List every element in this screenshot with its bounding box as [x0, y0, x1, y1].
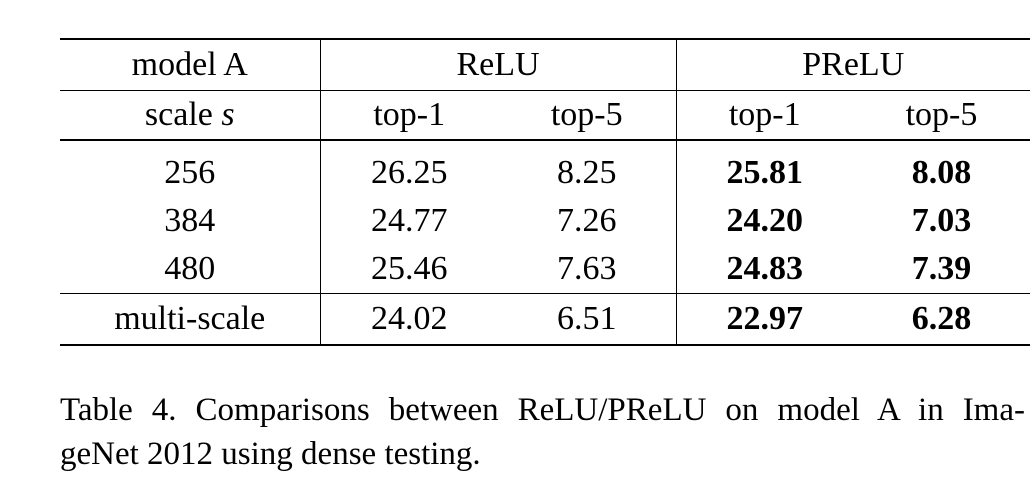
- header-scale-label: scale s: [60, 90, 321, 140]
- table-row: 384 24.77 7.26 24.20 7.03: [60, 197, 1030, 245]
- header-row-groups: model A ReLU PReLU: [60, 38, 1030, 91]
- header-scale-text: scale: [144, 96, 222, 133]
- header-relu-top1: top-1: [373, 96, 446, 133]
- table-caption: Table 4. Comparisons between ReLU/PReLU …: [60, 388, 1025, 476]
- results-table: model A ReLU PReLU scale s top-1 top-5 t…: [60, 38, 1030, 346]
- cell-scale: multi-scale: [60, 293, 321, 346]
- caption-line-2: geNet 2012 using dense testing.: [60, 436, 481, 472]
- header-prelu-top5: top-5: [905, 96, 978, 133]
- header-row-metrics: scale s top-1 top-5 top-1 top-5: [60, 90, 1030, 140]
- header-relu-group: ReLU: [320, 38, 677, 91]
- cell-scale: 384: [60, 197, 321, 245]
- cell-relu-top5: 7.63: [498, 245, 677, 294]
- header-model-label: model A: [60, 38, 321, 91]
- results-table-container: model A ReLU PReLU scale s top-1 top-5 t…: [60, 38, 1030, 346]
- header-scale-symbol: s: [221, 96, 235, 133]
- cell-relu-top1: 26.25: [371, 154, 448, 191]
- cell-prelu-top1: 25.81: [726, 154, 804, 191]
- cell-relu-top1: 24.02: [320, 293, 498, 346]
- cell-prelu-top5: 7.39: [911, 250, 972, 287]
- cell-relu-top1: 24.77: [371, 202, 448, 239]
- table-row-multiscale: multi-scale 24.02 6.51 22.97 6.28: [60, 293, 1030, 346]
- double-rule-gap: [60, 140, 1030, 145]
- double-rule-top: [60, 139, 1030, 141]
- cell-prelu-top5: 8.08: [911, 154, 972, 191]
- cell-relu-top5: 6.51: [498, 293, 677, 346]
- cell-relu-top5: 8.25: [498, 145, 677, 197]
- table-row: 480 25.46 7.63 24.83 7.39: [60, 245, 1030, 294]
- table-row: 256 26.25 8.25 25.81 8.08: [60, 145, 1030, 197]
- cell-prelu-top1: 22.97: [676, 293, 853, 346]
- header-prelu-top1: top-1: [728, 96, 801, 133]
- cell-scale: 256: [60, 145, 321, 197]
- cell-relu-top1: 25.46: [371, 250, 448, 287]
- cell-prelu-top1: 24.83: [726, 250, 804, 287]
- cell-scale: 480: [60, 245, 321, 294]
- cell-prelu-top1: 24.20: [726, 202, 804, 239]
- caption-line-1: Table 4. Comparisons between ReLU/PReLU …: [60, 392, 1025, 428]
- cell-prelu-top5: 6.28: [853, 293, 1030, 346]
- cell-relu-top5: 7.26: [498, 197, 677, 245]
- header-relu-top5: top-5: [498, 90, 677, 140]
- cell-prelu-top5: 7.03: [911, 202, 972, 239]
- header-prelu-group: PReLU: [676, 38, 1030, 91]
